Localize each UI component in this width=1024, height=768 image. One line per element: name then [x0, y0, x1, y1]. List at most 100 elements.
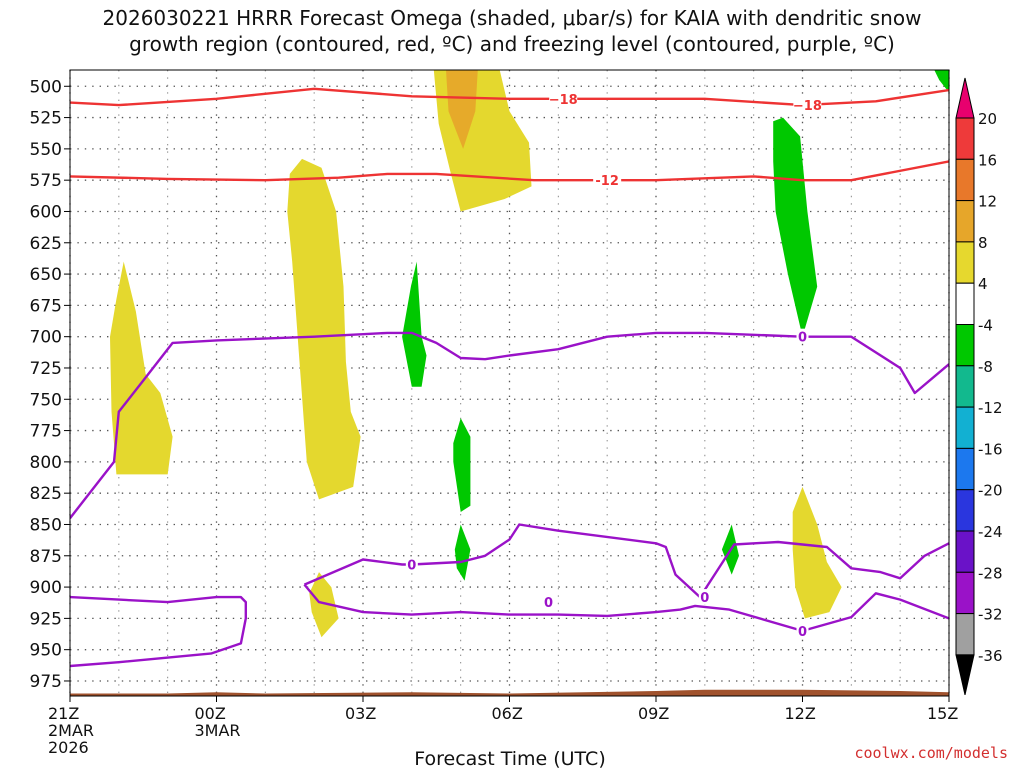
y-tick-label: 600 — [30, 202, 62, 222]
colorbar-label: -20 — [978, 482, 1003, 500]
freezing-contour-label-bg — [698, 589, 711, 605]
y-tick-label: 775 — [30, 422, 62, 442]
colorbar-top-arrow — [955, 77, 975, 119]
y-tick-label: 875 — [30, 547, 62, 567]
omega-region — [773, 117, 818, 337]
dgz-contour-label-bg — [593, 172, 622, 188]
y-tick-label: 700 — [30, 328, 62, 348]
x-tick-date-label: 3MAR — [195, 721, 241, 740]
colorbar-segment — [955, 158, 975, 202]
colorbar-bottom-arrow — [955, 654, 975, 696]
colorbar-label: -24 — [978, 523, 1003, 541]
freezing-contour-label-bg — [542, 594, 555, 610]
omega-region — [309, 572, 339, 638]
x-tick-label: 09Z — [638, 704, 669, 723]
colorbar: 20 16 12 8 4 -4 -8 -12 -16 -20 -24 -28 -32 -36 — [955, 77, 1003, 696]
colorbar-label: -12 — [978, 399, 1003, 417]
freezing-contour-label: 0 — [700, 591, 709, 606]
colorbar-segment — [955, 365, 975, 408]
freezing-contour-line — [70, 331, 949, 519]
colorbar-label: 16 — [978, 151, 997, 169]
x-tick-date-label: 2MAR — [48, 721, 94, 740]
freezing-contour-label: 0 — [544, 596, 553, 611]
dgz-contour-label: −18 — [793, 99, 822, 114]
axes: 500 525 550 575 600 625 650 675 700 725 750 775 800 8… — [30, 77, 959, 757]
dgz-contour-label-bg — [793, 97, 822, 113]
y-tick-label: 750 — [30, 390, 62, 410]
freezing-contour-line — [303, 523, 949, 599]
y-tick-label: 950 — [30, 641, 62, 661]
freezing-contour-label-bg — [405, 556, 418, 572]
dgz-contour-line — [70, 87, 949, 107]
colorbar-segment — [955, 489, 975, 532]
omega-region — [402, 261, 427, 387]
y-tick-label: 675 — [30, 296, 62, 316]
omega-region — [454, 524, 471, 581]
colorbar-segment — [955, 613, 975, 656]
credit: coolwx.com/models — [854, 744, 1008, 762]
y-tick-label: 850 — [30, 515, 62, 535]
colorbar-label: -4 — [978, 317, 993, 335]
y-tick-label: 650 — [30, 265, 62, 285]
colorbar-segment — [955, 282, 975, 326]
colorbar-segment — [955, 447, 975, 491]
colorbar-label: -16 — [978, 440, 1003, 458]
terrain — [70, 689, 949, 696]
omega-region — [110, 261, 173, 475]
colorbar-label: -8 — [978, 358, 993, 376]
omega-region — [934, 70, 949, 93]
x-tick-label: 00Z — [195, 704, 226, 723]
colorbar-label: 4 — [978, 275, 988, 293]
freezing-contour-label: 0 — [407, 559, 416, 574]
x-tick-label: 21Z — [48, 704, 79, 723]
colorbar-label: 12 — [978, 193, 997, 211]
colorbar-segment — [955, 571, 975, 615]
freezing-contour-label-bg — [796, 328, 809, 344]
title-line-1: 2026030221 HRRR Forecast Omega (shaded, … — [102, 6, 922, 30]
colorbar-label: 20 — [978, 110, 997, 128]
colorbar-segment — [955, 530, 975, 573]
colorbar-segment — [955, 241, 975, 284]
x-tick-label: 12Z — [785, 704, 816, 723]
colorbar-label: -28 — [978, 564, 1003, 582]
omega-region — [792, 486, 842, 619]
contour-labels: −18 −18 -12 0 0 0 0 0 — [405, 90, 822, 640]
y-tick-label: 525 — [30, 109, 62, 129]
dgz-contour-label-bg — [549, 90, 578, 106]
y-tick-label: 800 — [30, 453, 62, 473]
omega-region — [287, 158, 361, 500]
omega-region — [453, 418, 471, 512]
dgz-contour-label: −18 — [549, 93, 578, 108]
x-tick-label: 03Z — [345, 704, 376, 723]
freezing-contour-label-bg — [796, 622, 809, 638]
y-tick-label: 550 — [30, 140, 62, 160]
freezing-contour-label: 0 — [798, 331, 807, 346]
x-tick-label: 15Z — [927, 704, 958, 723]
colorbar-segment — [955, 324, 975, 367]
x-axis-label: Forecast Time (UTC) — [414, 748, 605, 768]
title-line-2: growth region (contoured, red, ºC) and f… — [129, 32, 895, 56]
freezing-contour-line — [70, 595, 248, 668]
y-tick-label: 900 — [30, 578, 62, 598]
contours — [70, 87, 949, 668]
y-tick-label: 825 — [30, 484, 62, 504]
y-tick-label: 500 — [30, 77, 62, 97]
colorbar-label: -36 — [978, 647, 1003, 665]
colorbar-label: -32 — [978, 606, 1003, 624]
colorbar-label: 8 — [978, 234, 988, 252]
y-tick-label: 725 — [30, 359, 62, 379]
y-tick-label: 925 — [30, 609, 62, 629]
y-tick-label: 625 — [30, 234, 62, 254]
dgz-contour-label: -12 — [595, 174, 619, 189]
x-tick-label: 06Z — [492, 704, 523, 723]
terrain-fill — [70, 689, 949, 696]
colorbar-segment — [955, 406, 975, 449]
freezing-contour-label: 0 — [798, 625, 807, 640]
colorbar-segment — [955, 200, 975, 243]
y-tick-label: 975 — [30, 672, 62, 692]
colorbar-segment — [955, 117, 975, 160]
x-tick-year-label: 2026 — [48, 738, 89, 757]
dgz-contour-line — [70, 160, 949, 182]
